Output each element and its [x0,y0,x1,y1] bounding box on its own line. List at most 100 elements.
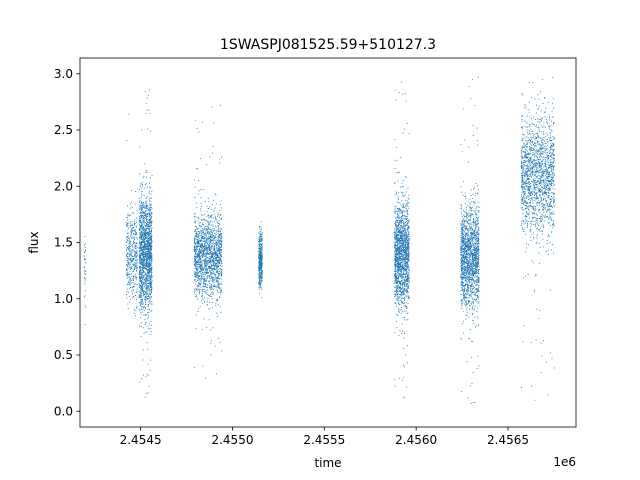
data-point [206,205,208,207]
data-point [139,285,141,287]
data-point [148,308,150,310]
data-point [212,242,214,243]
data-point [211,278,213,280]
data-point [407,278,409,280]
data-point [219,234,221,236]
data-point [140,264,142,266]
data-point [214,254,216,256]
data-point [139,259,141,261]
data-point [139,266,141,268]
data-point [220,218,222,220]
data-point [139,242,141,244]
data-point [138,290,140,292]
data-point [401,323,403,325]
data-point [198,233,200,235]
data-point [261,267,263,269]
data-point [139,272,141,274]
data-point [144,281,146,283]
data-point [403,283,405,285]
data-point [143,271,145,273]
data-point [127,252,129,254]
data-point [209,239,211,241]
data-point [148,230,150,232]
data-point [198,277,200,279]
data-point [144,256,146,257]
data-point [128,301,130,303]
data-point [194,212,196,214]
data-point [260,245,262,247]
data-point [213,213,215,215]
data-point [219,240,221,242]
data-point [401,235,403,237]
data-point [147,286,149,288]
data-point [144,279,146,281]
data-point [211,298,213,300]
data-point [259,244,261,246]
data-point [128,246,130,247]
data-point [209,266,211,268]
data-point [197,231,199,232]
data-point [394,268,396,270]
data-point [131,287,133,289]
data-point [215,236,217,238]
data-point [142,255,144,257]
data-point [260,221,262,223]
data-point [218,247,220,249]
data-point [147,243,148,245]
data-point [147,266,149,268]
data-point [138,228,140,230]
data-point [151,213,153,215]
data-point [212,235,214,236]
data-point [211,253,213,255]
data-point [408,297,410,299]
data-point [401,310,403,312]
data-point [139,268,141,270]
data-point [146,218,147,220]
data-point [193,248,195,250]
data-point [200,243,202,245]
data-point [148,240,150,242]
data-point [136,233,138,235]
data-point [200,265,202,266]
data-point [148,234,150,235]
data-point [211,264,213,266]
data-point [259,286,261,288]
data-point [200,240,202,242]
data-point [213,262,215,264]
data-point [402,294,404,296]
data-point [149,208,151,210]
data-point [407,253,409,255]
data-point [260,265,262,267]
data-point [199,256,201,257]
data-point [199,226,201,228]
data-point [143,257,145,259]
data-point [149,258,151,260]
data-point [149,267,151,269]
data-point [147,241,149,243]
data-point [149,112,151,114]
data-point [211,263,213,265]
data-point [198,281,200,283]
data-point [395,290,396,292]
data-point [149,282,151,284]
data-point [139,262,141,264]
data-point [209,286,211,288]
data-point [135,260,137,262]
data-point [220,243,222,245]
data-point [200,208,202,210]
data-point [132,248,134,250]
data-point [261,288,263,290]
data-point [218,262,220,264]
data-point [202,259,204,261]
data-point [139,202,141,204]
data-point [214,286,216,287]
data-point [134,229,136,231]
data-point [126,217,128,218]
data-point [139,270,141,272]
data-point [405,310,407,312]
data-point [147,318,149,320]
data-point [196,267,197,269]
data-point [140,236,142,238]
data-point [261,248,263,249]
data-point [198,288,200,290]
